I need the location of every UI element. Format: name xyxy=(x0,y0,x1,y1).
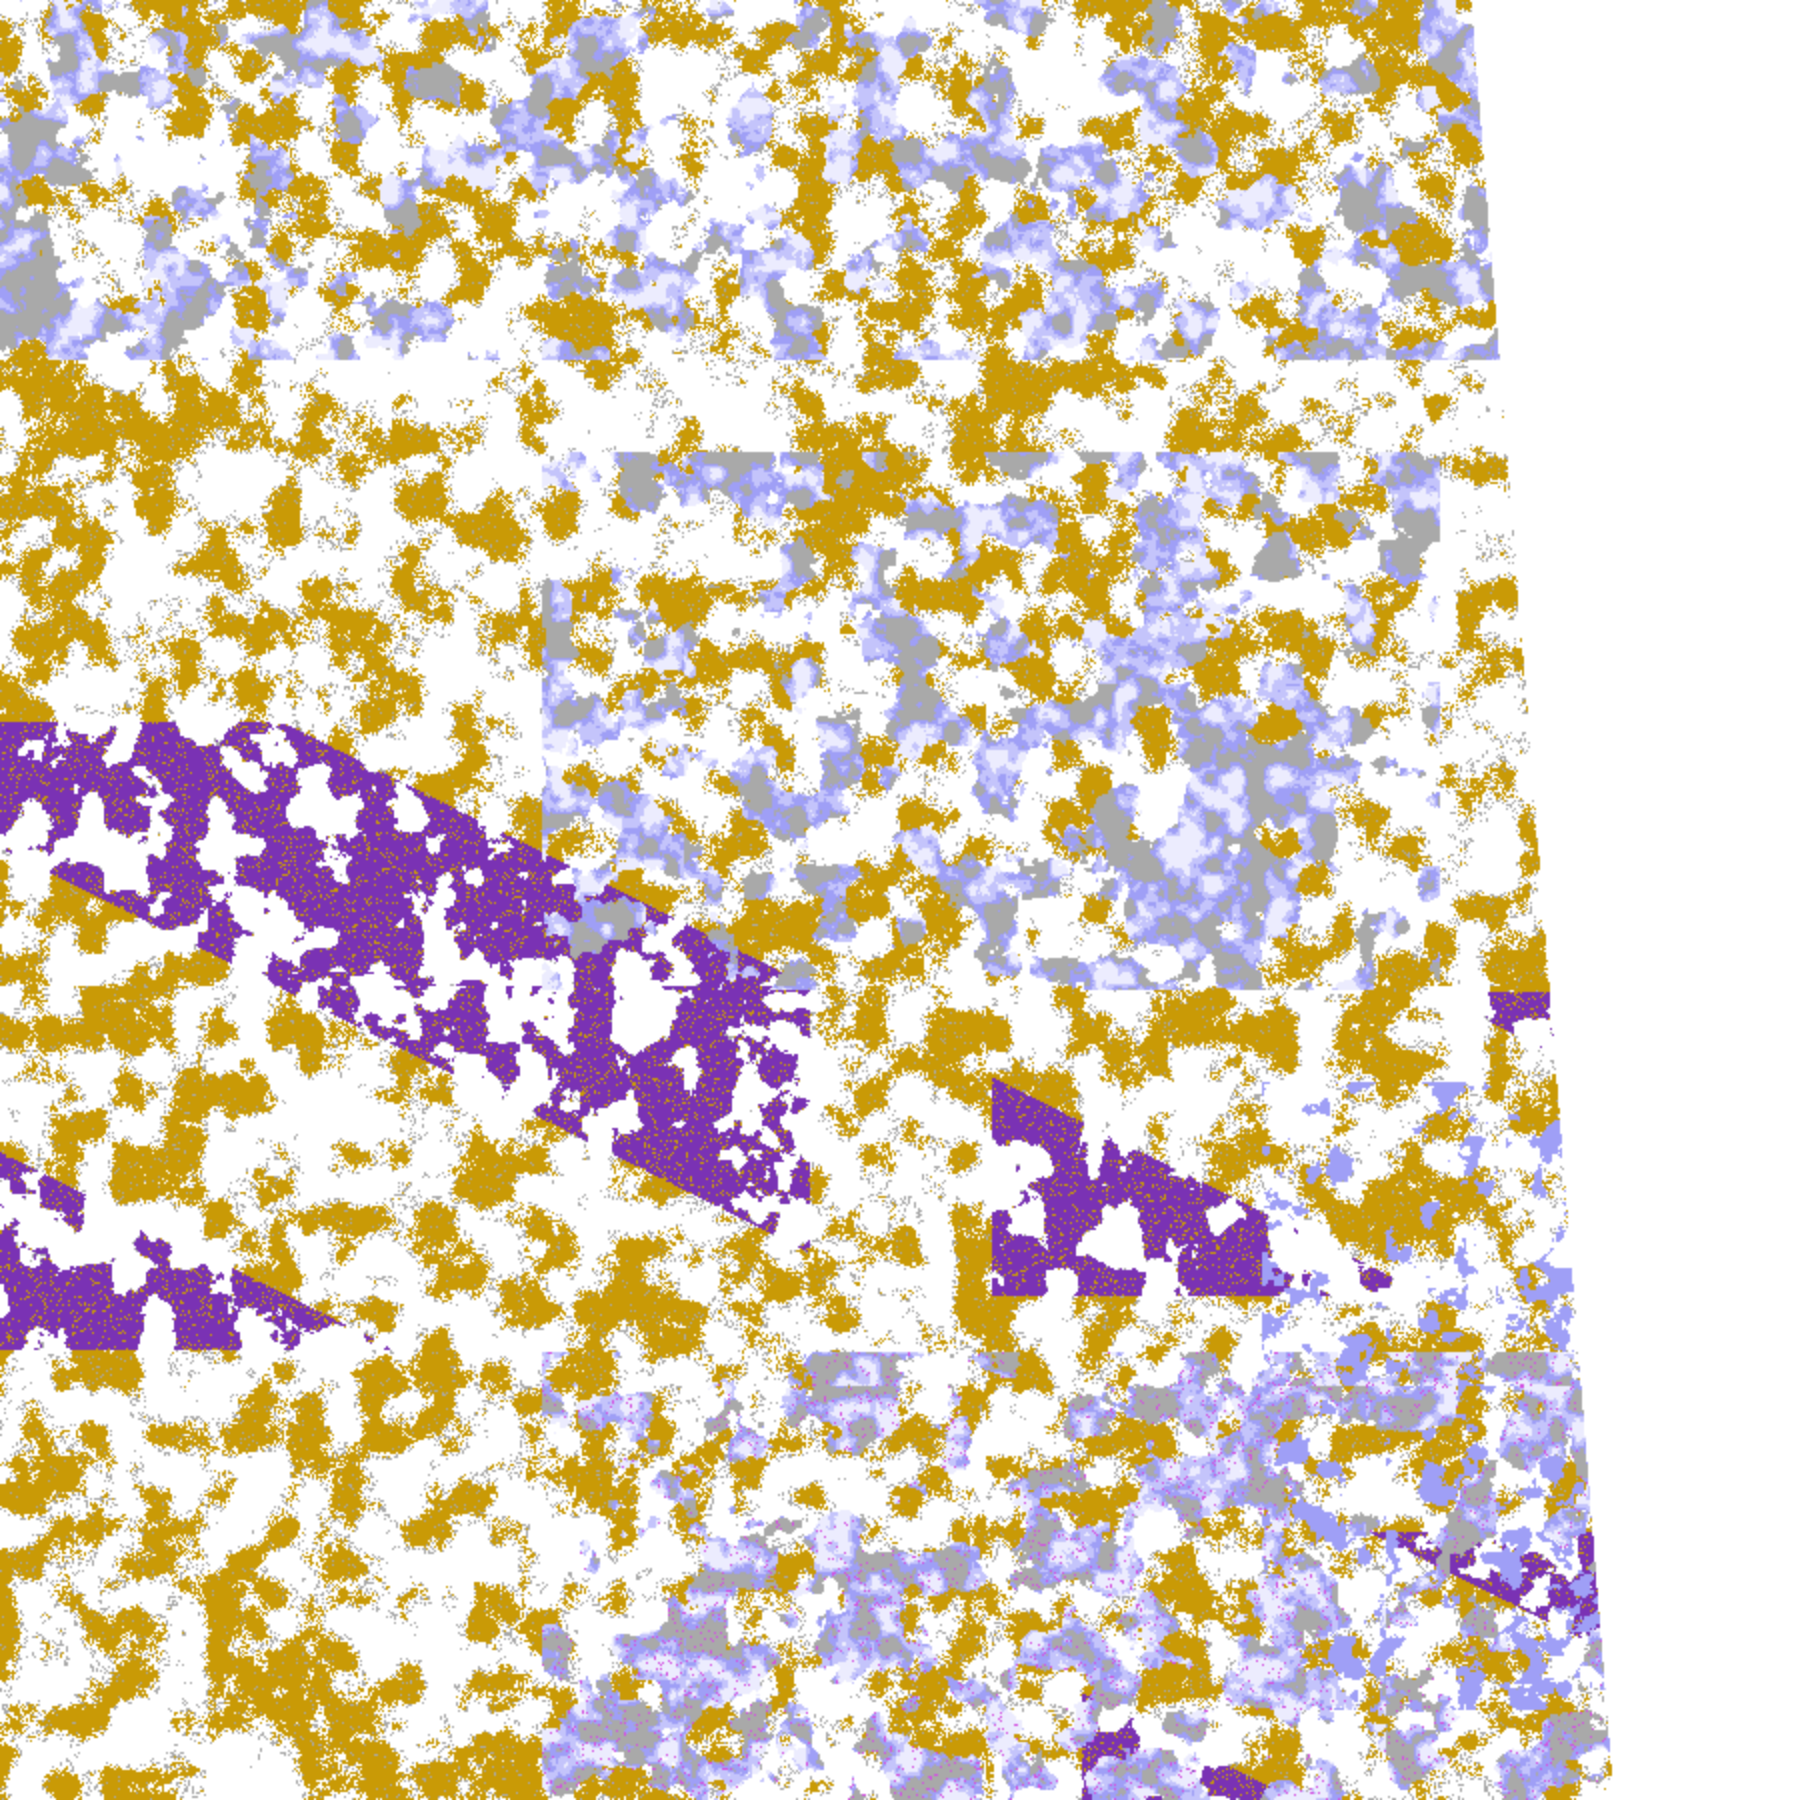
satellite-cloud-classification-image xyxy=(0,0,1800,1800)
